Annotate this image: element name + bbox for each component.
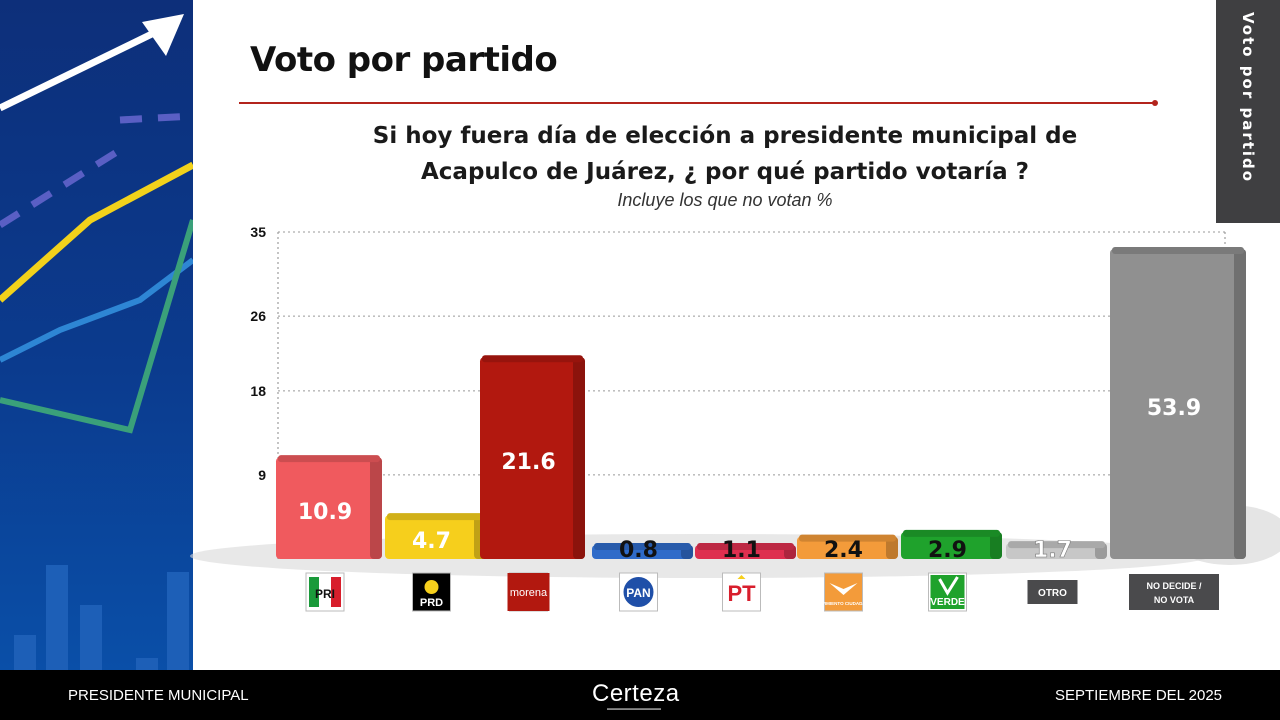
bar-value-label: 10.9	[298, 500, 352, 525]
bar-value-label: 0.8	[619, 538, 658, 563]
bar-no-decide-no-vota	[1110, 247, 1246, 559]
decorative-side-panel	[0, 0, 193, 670]
bar-value-label: 53.9	[1147, 396, 1201, 421]
title-divider	[239, 102, 1155, 104]
vote-bar-chart: 35 26 18 9 10.9 4.7 21.6 0.8 1.1 2.4 2.9 1.7 53.9 P…	[190, 224, 1280, 612]
bar-morena	[480, 355, 585, 559]
y-tick-label: 35	[250, 224, 266, 240]
no-decide-label-line-2: NO VOTA	[1154, 595, 1195, 605]
svg-text:PAN: PAN	[626, 586, 650, 600]
pt-logo-icon: PT	[722, 572, 761, 612]
y-tick-label: 18	[250, 383, 266, 399]
party-logos: PRI PRD morena PAN PT MOVIMIENTO CIUDADANO VER…	[305, 572, 1219, 612]
pri-logo-icon: PRI	[305, 572, 345, 612]
bar-movimiento-ciudadano	[797, 534, 898, 559]
svg-text:MOVIMIENTO CIUDADANO: MOVIMIENTO CIUDADANO	[815, 601, 873, 606]
svg-text:OTRO: OTRO	[1038, 588, 1067, 599]
side-tab: Voto por partido	[1216, 0, 1280, 223]
side-tab-label: Voto por partido	[1239, 12, 1257, 184]
morena-logo-icon: morena	[507, 572, 550, 612]
pan-logo-icon: PAN	[619, 572, 658, 612]
svg-text:VERDE: VERDE	[930, 597, 965, 608]
brand-logo-tagline: ▬▬▬▬▬▬▬▬▬	[607, 706, 661, 712]
decorative-trend-graphic	[0, 14, 193, 670]
footer-date: SEPTIEMBRE DEL 2025	[1054, 687, 1222, 704]
bar-value-labels: 10.9 4.7 21.6 0.8 1.1 2.4 2.9 1.7 53.9	[298, 396, 1201, 563]
survey-question: Si hoy fuera día de elección a president…	[330, 118, 1120, 190]
bar-value-label: 1.7	[1033, 538, 1072, 563]
svg-text:PRI: PRI	[315, 587, 335, 601]
bar-pan	[592, 543, 693, 559]
bar-series	[276, 247, 1246, 559]
bar-value-label: 2.4	[824, 538, 863, 563]
chart-grid	[277, 231, 1226, 559]
no-decide-label: NO DECIDE / NO VOTA	[1129, 574, 1219, 610]
otro-label: OTRO	[1027, 580, 1078, 604]
mc-logo-icon: MOVIMIENTO CIUDADANO	[815, 572, 873, 612]
bar-otro	[1006, 541, 1107, 559]
verde-logo-icon: VERDE	[928, 572, 967, 612]
footer-bar: PRESIDENTE MUNICIPAL Certeza ▬▬▬▬▬▬▬▬▬ S…	[0, 670, 1280, 720]
bar-pri	[276, 455, 382, 559]
y-axis-ticks: 35 26 18 9	[250, 224, 266, 483]
svg-text:PT: PT	[727, 581, 756, 606]
prd-logo-icon: PRD	[412, 572, 451, 612]
no-decide-label-line-1: NO DECIDE /	[1146, 581, 1202, 591]
survey-question-line-2: Acapulco de Juárez, ¿ por qué partido vo…	[420, 159, 1029, 185]
bar-value-label: 4.7	[412, 529, 451, 554]
bar-value-label: 21.6	[501, 450, 555, 475]
footer-section-label: PRESIDENTE MUNICIPAL	[68, 687, 249, 704]
brand-logo: Certeza	[592, 680, 680, 707]
chart-subtitle: Incluye los que no votan %	[617, 190, 833, 210]
title-divider-dot	[1152, 100, 1158, 106]
page-title: Voto por partido	[250, 40, 558, 80]
bar-value-label: 2.9	[928, 538, 967, 563]
y-tick-label: 26	[250, 308, 266, 324]
bar-value-label: 1.1	[722, 538, 761, 563]
y-tick-label: 9	[258, 467, 266, 483]
survey-question-line-1: Si hoy fuera día de elección a president…	[372, 123, 1078, 149]
bar-verde	[901, 529, 1002, 559]
bar-pt	[695, 543, 796, 559]
svg-text:morena: morena	[510, 587, 548, 599]
svg-text:PRD: PRD	[420, 597, 443, 609]
